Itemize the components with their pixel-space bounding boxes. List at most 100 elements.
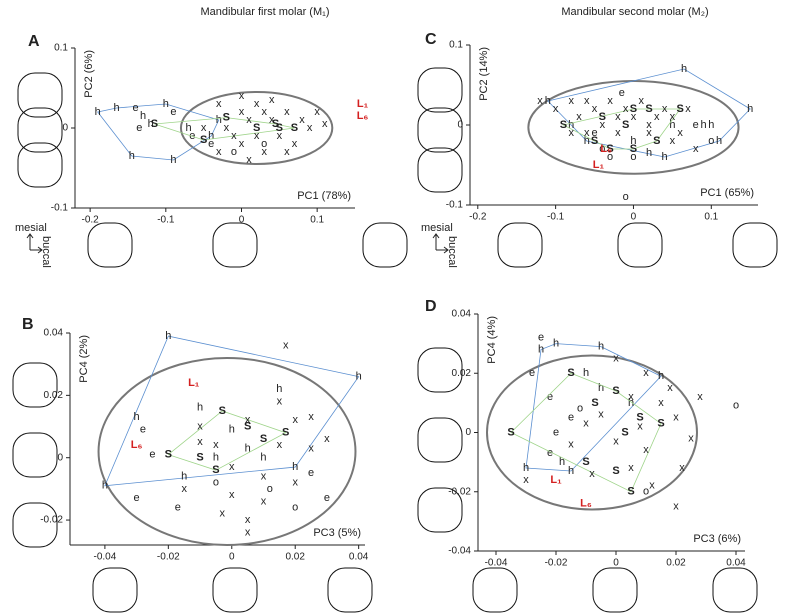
- point: e: [591, 127, 597, 139]
- x-tick-label: 0: [631, 212, 637, 223]
- point: S: [196, 452, 203, 464]
- point: x: [292, 477, 298, 489]
- point: x: [220, 508, 226, 520]
- hull: [547, 68, 751, 158]
- point: e: [149, 448, 155, 460]
- point: x: [693, 143, 699, 155]
- point: x: [201, 122, 207, 134]
- point: x: [308, 442, 314, 454]
- point: x: [615, 127, 621, 139]
- orientation-right: buccal: [446, 236, 458, 268]
- point: h: [708, 119, 714, 131]
- y-tick-label: -0.1: [51, 203, 69, 214]
- point: h: [646, 147, 652, 159]
- y-tick-label: 0.1: [54, 43, 68, 54]
- x-tick-label: -0.02: [157, 552, 180, 563]
- y-tick-label: 0: [457, 120, 463, 131]
- hull: [525, 343, 662, 472]
- point: x: [246, 114, 252, 126]
- point: o: [292, 501, 298, 513]
- point: x: [269, 114, 275, 126]
- tooth-outline: [417, 347, 463, 393]
- point: x: [643, 367, 649, 379]
- point: e: [547, 391, 553, 403]
- point: x: [615, 111, 621, 123]
- y-tick-label: -0.02: [448, 486, 471, 497]
- point: h: [148, 118, 154, 130]
- tooth-outline: [417, 487, 463, 533]
- point: x: [245, 414, 251, 426]
- point: o: [607, 151, 613, 163]
- point: h: [545, 95, 551, 107]
- point: S: [657, 418, 664, 430]
- point: h: [292, 461, 298, 473]
- point: x: [670, 111, 676, 123]
- point: S: [223, 112, 230, 124]
- tooth-outline: [732, 222, 778, 268]
- x-tick-label: 0.1: [310, 215, 324, 226]
- point: h: [185, 122, 191, 134]
- tooth-outline: [417, 107, 463, 153]
- point: h: [630, 135, 636, 147]
- point: x: [299, 114, 305, 126]
- tooth-outline: [362, 222, 408, 268]
- point: e: [170, 106, 176, 118]
- point: S: [260, 433, 267, 445]
- point: S: [219, 405, 226, 417]
- point: x: [568, 95, 574, 107]
- orientation-arrows: [432, 233, 449, 254]
- point: e: [136, 122, 142, 134]
- point: x: [216, 146, 222, 158]
- point: h: [598, 382, 604, 394]
- point: h: [559, 456, 565, 468]
- point: x: [658, 397, 664, 409]
- point: e: [693, 119, 699, 131]
- point: o: [733, 400, 739, 412]
- point: h: [140, 110, 146, 122]
- tooth-outline: [92, 567, 138, 613]
- point: h: [716, 135, 722, 147]
- point: h: [213, 452, 219, 464]
- x-tick-label: 0: [613, 558, 619, 569]
- tooth-outline: [212, 222, 258, 268]
- x-tick-label: -0.04: [485, 558, 508, 569]
- point: e: [553, 426, 559, 438]
- point: x: [197, 420, 203, 432]
- point: e: [132, 102, 138, 114]
- point: x: [598, 409, 604, 421]
- point: h: [229, 424, 235, 436]
- point: x: [239, 106, 245, 118]
- point: S: [630, 103, 637, 115]
- point: x: [322, 118, 328, 130]
- point: x: [623, 103, 629, 115]
- panel-letter: D: [425, 298, 437, 315]
- point: x: [292, 414, 298, 426]
- tooth-outline: [592, 567, 638, 613]
- point: x: [592, 103, 598, 115]
- point: h: [700, 119, 706, 131]
- point: S: [212, 464, 219, 476]
- x-tick-label: -0.04: [93, 552, 116, 563]
- point: h: [129, 150, 135, 162]
- point: o: [623, 191, 629, 203]
- point: S: [567, 367, 574, 379]
- point: h: [102, 480, 108, 492]
- point: x: [254, 130, 260, 142]
- point: h: [669, 119, 675, 131]
- x-tick-label: -0.1: [547, 212, 565, 223]
- point: S: [621, 426, 628, 438]
- point: S: [151, 118, 158, 130]
- point: S: [200, 134, 207, 146]
- tooth-outline: [327, 567, 373, 613]
- point: x: [308, 411, 314, 423]
- x-tick-label: 0.02: [666, 558, 686, 569]
- point: x: [213, 439, 219, 451]
- point: S: [622, 119, 629, 131]
- point: x: [245, 514, 251, 526]
- x-tick-label: -0.1: [157, 215, 175, 226]
- point: e: [140, 424, 146, 436]
- x-tick-label: 0: [229, 552, 235, 563]
- point: S: [282, 427, 289, 439]
- x-tick-label: 0.1: [704, 212, 718, 223]
- point: e: [619, 87, 625, 99]
